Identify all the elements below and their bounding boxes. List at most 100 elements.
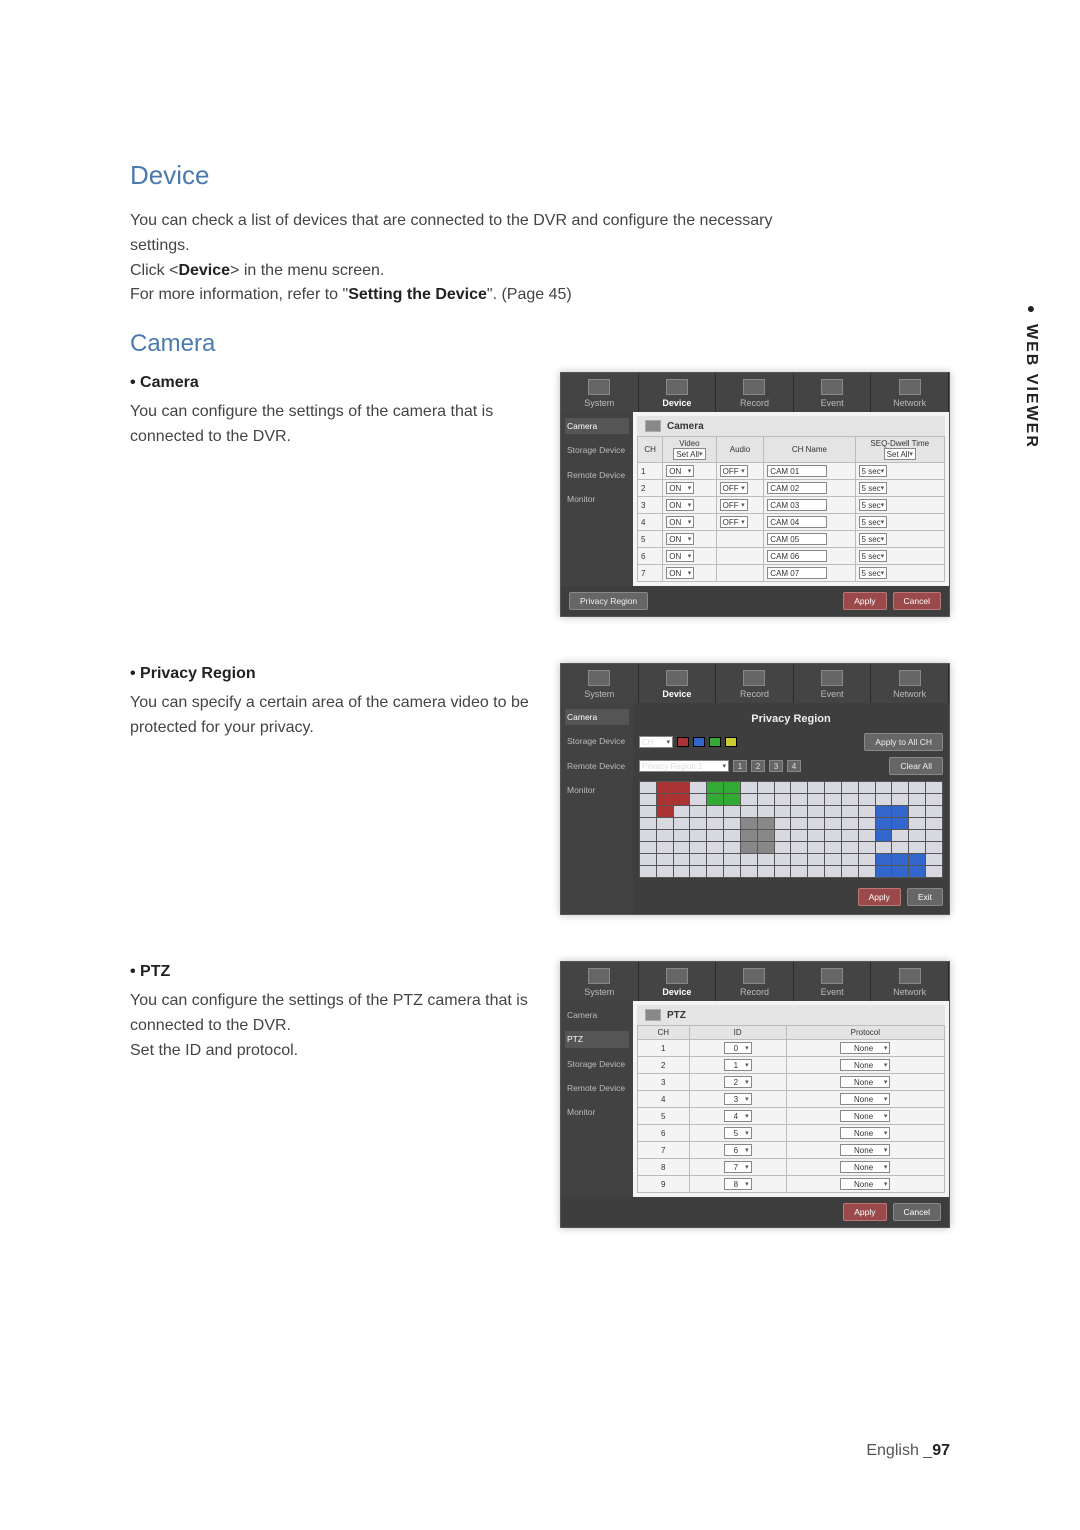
grid-cell[interactable] bbox=[876, 782, 892, 793]
grid-cell[interactable] bbox=[876, 806, 892, 817]
grid-cell[interactable] bbox=[892, 806, 908, 817]
grid-cell[interactable] bbox=[724, 866, 740, 877]
grid-cell[interactable] bbox=[640, 794, 656, 805]
sidebar-item-remote[interactable]: Remote Device bbox=[565, 1080, 629, 1096]
grid-cell[interactable] bbox=[791, 842, 807, 853]
grid-cell[interactable] bbox=[808, 782, 824, 793]
grid-cell[interactable] bbox=[808, 854, 824, 865]
grid-cell[interactable] bbox=[690, 854, 706, 865]
dwell-setall[interactable]: Set All bbox=[884, 448, 916, 460]
tab-record[interactable]: Record bbox=[716, 373, 794, 412]
grid-cell[interactable] bbox=[825, 866, 841, 877]
grid-cell[interactable] bbox=[876, 866, 892, 877]
grid-cell[interactable] bbox=[808, 830, 824, 841]
tab-event[interactable]: Event bbox=[794, 373, 872, 412]
grid-cell[interactable] bbox=[892, 854, 908, 865]
grid-cell[interactable] bbox=[775, 806, 791, 817]
grid-cell[interactable] bbox=[825, 854, 841, 865]
tab-system[interactable]: System bbox=[561, 664, 639, 703]
grid-cell[interactable] bbox=[657, 818, 673, 829]
grid-cell[interactable] bbox=[724, 806, 740, 817]
grid-cell[interactable] bbox=[657, 866, 673, 877]
grid-cell[interactable] bbox=[892, 818, 908, 829]
grid-cell[interactable] bbox=[791, 794, 807, 805]
grid-cell[interactable] bbox=[724, 818, 740, 829]
grid-cell[interactable] bbox=[909, 806, 925, 817]
grid-cell[interactable] bbox=[758, 854, 774, 865]
grid-cell[interactable] bbox=[674, 830, 690, 841]
grid-cell[interactable] bbox=[892, 782, 908, 793]
grid-cell[interactable] bbox=[657, 842, 673, 853]
grid-cell[interactable] bbox=[741, 794, 757, 805]
grid-cell[interactable] bbox=[876, 794, 892, 805]
grid-cell[interactable] bbox=[674, 794, 690, 805]
grid-cell[interactable] bbox=[690, 830, 706, 841]
grid-cell[interactable] bbox=[707, 866, 723, 877]
privacy-grid[interactable] bbox=[639, 781, 943, 878]
grid-cell[interactable] bbox=[825, 818, 841, 829]
sidebar-item-camera[interactable]: Camera bbox=[565, 709, 629, 725]
sidebar-item-camera[interactable]: Camera bbox=[565, 418, 629, 434]
grid-cell[interactable] bbox=[926, 782, 942, 793]
grid-cell[interactable] bbox=[674, 806, 690, 817]
grid-cell[interactable] bbox=[707, 806, 723, 817]
grid-cell[interactable] bbox=[674, 866, 690, 877]
tab-device[interactable]: Device bbox=[639, 962, 717, 1001]
sidebar-item-monitor[interactable]: Monitor bbox=[565, 782, 629, 798]
grid-cell[interactable] bbox=[842, 866, 858, 877]
grid-cell[interactable] bbox=[825, 830, 841, 841]
grid-cell[interactable] bbox=[926, 818, 942, 829]
tab-network[interactable]: Network bbox=[871, 373, 949, 412]
grid-cell[interactable] bbox=[674, 854, 690, 865]
grid-cell[interactable] bbox=[758, 818, 774, 829]
grid-cell[interactable] bbox=[775, 794, 791, 805]
grid-cell[interactable] bbox=[690, 818, 706, 829]
tab-record[interactable]: Record bbox=[716, 962, 794, 1001]
tab-device[interactable]: Device bbox=[639, 664, 717, 703]
grid-cell[interactable] bbox=[707, 794, 723, 805]
grid-cell[interactable] bbox=[640, 830, 656, 841]
grid-cell[interactable] bbox=[707, 782, 723, 793]
sidebar-item-ptz[interactable]: PTZ bbox=[565, 1031, 629, 1047]
grid-cell[interactable] bbox=[825, 782, 841, 793]
grid-cell[interactable] bbox=[808, 818, 824, 829]
grid-cell[interactable] bbox=[741, 806, 757, 817]
grid-cell[interactable] bbox=[674, 782, 690, 793]
grid-cell[interactable] bbox=[909, 818, 925, 829]
grid-cell[interactable] bbox=[842, 782, 858, 793]
grid-cell[interactable] bbox=[707, 854, 723, 865]
sidebar-item-storage[interactable]: Storage Device bbox=[565, 442, 629, 458]
tab-event[interactable]: Event bbox=[794, 664, 872, 703]
grid-cell[interactable] bbox=[775, 830, 791, 841]
grid-cell[interactable] bbox=[741, 782, 757, 793]
grid-cell[interactable] bbox=[640, 818, 656, 829]
grid-cell[interactable] bbox=[690, 806, 706, 817]
grid-cell[interactable] bbox=[909, 830, 925, 841]
grid-cell[interactable] bbox=[707, 818, 723, 829]
grid-cell[interactable] bbox=[909, 854, 925, 865]
sidebar-item-monitor[interactable]: Monitor bbox=[565, 1104, 629, 1120]
grid-cell[interactable] bbox=[842, 830, 858, 841]
grid-cell[interactable] bbox=[758, 830, 774, 841]
grid-cell[interactable] bbox=[808, 806, 824, 817]
grid-cell[interactable] bbox=[775, 854, 791, 865]
color-swatch-blue[interactable] bbox=[693, 737, 705, 747]
grid-cell[interactable] bbox=[674, 818, 690, 829]
grid-cell[interactable] bbox=[808, 794, 824, 805]
sidebar-item-remote[interactable]: Remote Device bbox=[565, 467, 629, 483]
grid-cell[interactable] bbox=[892, 866, 908, 877]
region-num[interactable]: 3 bbox=[769, 760, 783, 772]
grid-cell[interactable] bbox=[775, 818, 791, 829]
grid-cell[interactable] bbox=[640, 806, 656, 817]
grid-cell[interactable] bbox=[657, 830, 673, 841]
sidebar-item-remote[interactable]: Remote Device bbox=[565, 758, 629, 774]
grid-cell[interactable] bbox=[690, 866, 706, 877]
grid-cell[interactable] bbox=[741, 818, 757, 829]
video-setall[interactable]: Set All bbox=[673, 448, 705, 460]
grid-cell[interactable] bbox=[876, 842, 892, 853]
exit-button[interactable]: Exit bbox=[907, 888, 943, 906]
grid-cell[interactable] bbox=[842, 842, 858, 853]
grid-cell[interactable] bbox=[724, 854, 740, 865]
tab-network[interactable]: Network bbox=[871, 664, 949, 703]
grid-cell[interactable] bbox=[842, 854, 858, 865]
